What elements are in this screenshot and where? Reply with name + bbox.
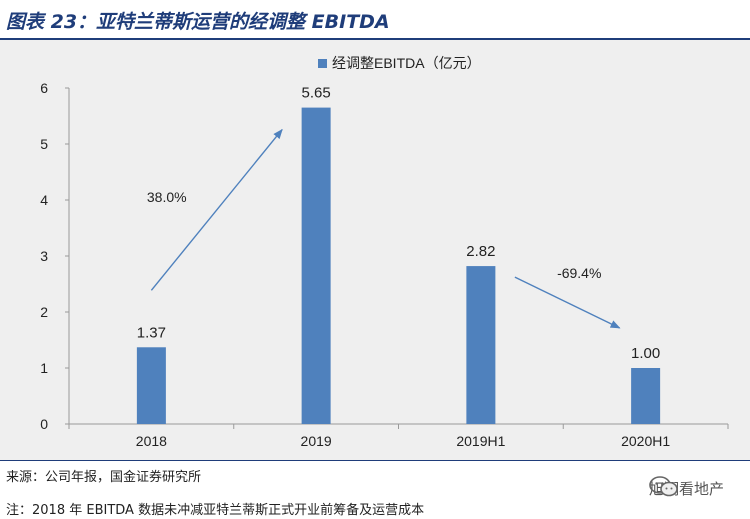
y-tick-label: 0: [40, 416, 48, 432]
title-bar: 图表 23：亚特兰蒂斯运营的经调整 EBITDA: [0, 0, 750, 40]
bar-chart: 0 1 2 3 4 5 6 2018 2019 2019H1 2020H1 1.37 5.65 2.82 1…: [40, 55, 729, 449]
y-tick-label: 1: [40, 360, 48, 376]
footer-divider: [0, 460, 750, 461]
chart-area: 0 1 2 3 4 5 6 2018 2019 2019H1 2020H1 1.37 5.65 2.82 1…: [0, 40, 750, 460]
wechat-icon: [649, 476, 678, 497]
y-tick-label: 5: [40, 136, 48, 152]
x-tick-label: 2019H1: [456, 433, 505, 449]
y-tick-label: 6: [40, 80, 48, 96]
data-label: 1.00: [631, 345, 660, 362]
bar: [631, 368, 661, 424]
note-text: 注：2018 年 EBITDA 数据未冲减亚特兰蒂斯正式开业前筹备及运营成本: [6, 503, 425, 518]
chart-title: 图表 23：亚特兰蒂斯运营的经调整 EBITDA: [6, 11, 390, 33]
source-text: 来源：公司年报，国金证券研究所: [6, 470, 202, 485]
data-label: 1.37: [137, 324, 166, 341]
legend-label: 经调整EBITDA（亿元）: [332, 55, 481, 71]
x-tick-label: 2020H1: [621, 433, 670, 449]
watermark: 旭翔看地产: [649, 476, 724, 500]
data-label: 2.82: [466, 243, 495, 260]
legend-swatch: [318, 59, 327, 68]
decline-arrow: [514, 276, 621, 329]
bar: [136, 347, 166, 424]
growth-annotation: 38.0%: [147, 189, 187, 205]
growth-arrow: [150, 128, 283, 291]
decline-annotation: -69.4%: [557, 265, 601, 281]
bar: [466, 266, 496, 424]
y-tick-label: 4: [40, 192, 48, 208]
bar: [301, 107, 331, 424]
y-tick-label: 3: [40, 248, 48, 264]
x-tick-label: 2018: [136, 433, 167, 449]
y-tick-label: 2: [40, 304, 48, 320]
data-label: 5.65: [302, 85, 331, 102]
x-tick-label: 2019: [301, 433, 332, 449]
